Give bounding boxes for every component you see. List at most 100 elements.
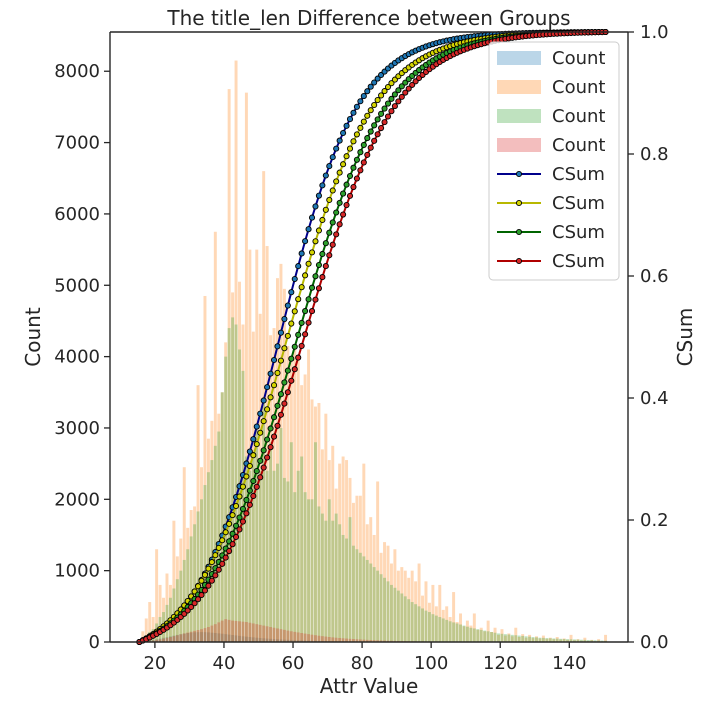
histogram-bar bbox=[279, 629, 283, 642]
legend-patch bbox=[497, 109, 541, 123]
y-tick-label: 5000 bbox=[54, 275, 100, 296]
histogram-bar bbox=[172, 635, 176, 642]
histogram-bar bbox=[269, 442, 273, 642]
histogram-bar bbox=[376, 570, 380, 642]
csum-point bbox=[343, 153, 350, 160]
csum-point bbox=[326, 229, 333, 236]
csum-point bbox=[381, 119, 388, 126]
histogram-bar bbox=[303, 374, 307, 642]
histogram-bar bbox=[317, 635, 321, 642]
csum-point bbox=[353, 175, 360, 182]
histogram-bar bbox=[355, 549, 359, 642]
y2-axis-title: CSum bbox=[673, 308, 697, 367]
csum-point bbox=[350, 109, 357, 116]
csum-point bbox=[260, 418, 267, 425]
csum-point bbox=[298, 342, 305, 349]
histogram-bar bbox=[348, 517, 352, 642]
histogram-bar bbox=[407, 577, 411, 642]
csum-point bbox=[257, 474, 264, 481]
csum-point bbox=[201, 571, 209, 578]
histogram-bar bbox=[500, 629, 504, 642]
histogram-bar bbox=[503, 635, 507, 642]
histogram-bar bbox=[548, 637, 552, 642]
csum-point bbox=[284, 332, 291, 339]
histogram-bar bbox=[241, 621, 245, 642]
y-tick-label: 6000 bbox=[54, 204, 100, 225]
csum-point bbox=[226, 547, 233, 555]
csum-point bbox=[184, 607, 191, 614]
x-tick-label: 20 bbox=[143, 653, 166, 674]
histogram-bar bbox=[255, 637, 259, 642]
histogram-bar bbox=[168, 636, 172, 642]
histogram-bar bbox=[338, 463, 342, 642]
histogram-bar bbox=[465, 620, 469, 642]
csum-point bbox=[298, 284, 305, 291]
histogram-bar bbox=[189, 632, 193, 642]
histogram-bar bbox=[206, 438, 210, 642]
histogram-bar bbox=[210, 460, 214, 642]
histogram-bar bbox=[234, 60, 238, 642]
csum-point bbox=[305, 226, 312, 233]
histogram-bar bbox=[341, 456, 345, 642]
histogram-bar bbox=[200, 632, 203, 642]
histogram-bar bbox=[500, 633, 504, 642]
csum-point bbox=[312, 238, 319, 245]
histogram-bar bbox=[258, 624, 262, 642]
histogram-bar bbox=[320, 513, 324, 642]
histogram-bar bbox=[365, 559, 369, 642]
histogram-bar bbox=[417, 563, 421, 642]
histogram-bar bbox=[141, 631, 145, 642]
csum-point bbox=[212, 552, 219, 559]
csum-point bbox=[253, 468, 260, 475]
histogram-bar bbox=[175, 635, 179, 642]
csum-point bbox=[267, 370, 274, 377]
histogram-bar bbox=[462, 625, 466, 642]
csum-point bbox=[236, 514, 243, 521]
csum-point bbox=[208, 559, 215, 566]
y-tick-label: 2000 bbox=[54, 489, 100, 510]
histogram-bar bbox=[220, 392, 224, 642]
csum-point bbox=[274, 343, 281, 350]
y-tick-label: 1000 bbox=[54, 561, 100, 582]
histogram-bar bbox=[300, 456, 304, 642]
csum-point bbox=[284, 367, 291, 374]
histogram-bar bbox=[583, 637, 587, 642]
histogram-bar bbox=[497, 633, 500, 642]
histogram-bar bbox=[282, 639, 286, 642]
csum-point bbox=[201, 587, 209, 594]
csum-point bbox=[260, 464, 267, 471]
csum-point bbox=[350, 138, 357, 145]
histogram-bar bbox=[296, 632, 300, 642]
histogram-bar bbox=[279, 427, 283, 642]
histogram-bar bbox=[455, 622, 459, 642]
histogram-bar bbox=[265, 638, 269, 642]
csum-point bbox=[198, 577, 205, 584]
legend-patch bbox=[497, 80, 541, 94]
histogram-bar bbox=[313, 635, 317, 642]
histogram-bar bbox=[517, 637, 521, 642]
csum-point bbox=[219, 537, 226, 544]
histogram-bar bbox=[576, 639, 580, 642]
histogram-bar bbox=[203, 295, 207, 642]
histogram-bar bbox=[210, 420, 214, 642]
csum-point bbox=[226, 520, 233, 527]
csum-point bbox=[281, 316, 288, 323]
histogram-bar bbox=[238, 281, 241, 642]
histogram-bar bbox=[244, 636, 248, 642]
csum-point bbox=[315, 285, 322, 292]
histogram-bar bbox=[210, 625, 214, 642]
histogram-bar bbox=[244, 456, 248, 642]
histogram-bar bbox=[234, 324, 238, 642]
csum-point bbox=[222, 529, 229, 536]
histogram-bar bbox=[289, 442, 293, 642]
histogram-bar bbox=[255, 624, 259, 642]
histogram-bar bbox=[555, 638, 559, 642]
csum-point bbox=[191, 600, 198, 607]
histogram-bar bbox=[379, 640, 383, 642]
histogram-bar bbox=[486, 631, 490, 642]
csum-point bbox=[353, 103, 360, 110]
csum-point bbox=[374, 97, 381, 104]
histogram-bar bbox=[448, 621, 452, 642]
histogram-bar bbox=[165, 573, 169, 642]
csum-point bbox=[384, 113, 392, 120]
